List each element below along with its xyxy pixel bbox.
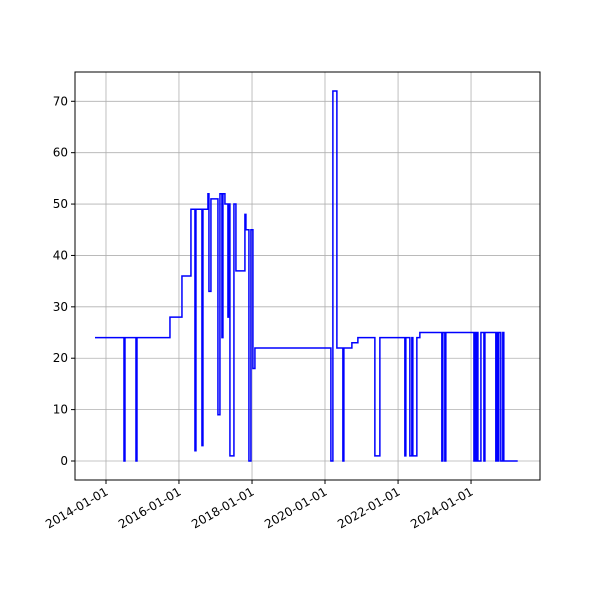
x-tick-label: 2018-01-01 bbox=[189, 484, 256, 531]
y-tick-label: 60 bbox=[53, 146, 68, 160]
y-tick-label: 10 bbox=[53, 403, 68, 417]
x-tick-label: 2014-01-01 bbox=[43, 484, 110, 531]
x-tick-label: 2016-01-01 bbox=[116, 484, 183, 531]
y-tick-label: 30 bbox=[53, 300, 68, 314]
x-tick-label: 2022-01-01 bbox=[335, 484, 402, 531]
data-line bbox=[94, 90, 518, 462]
y-tick-label: 20 bbox=[53, 351, 68, 365]
y-tick-label: 40 bbox=[53, 248, 68, 262]
y-tick-label: 50 bbox=[53, 197, 68, 211]
y-tick-label: 70 bbox=[53, 94, 68, 108]
y-tick-label: 0 bbox=[60, 454, 68, 468]
plot-frame bbox=[74, 71, 541, 481]
x-tick-label: 2020-01-01 bbox=[262, 484, 329, 531]
x-tick-label: 2024-01-01 bbox=[408, 484, 475, 531]
